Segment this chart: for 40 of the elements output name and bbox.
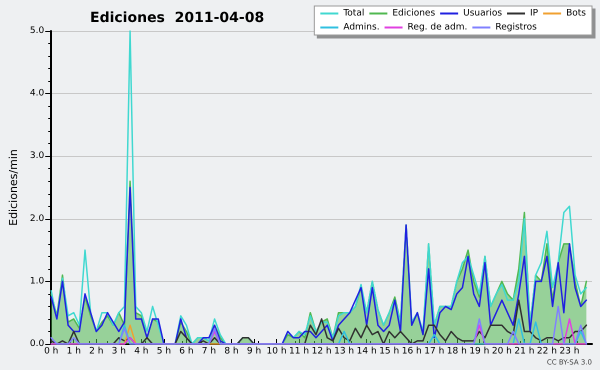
y-tick-label: 5.0 xyxy=(30,26,44,36)
x-tick-label: 20 h xyxy=(492,346,512,356)
x-tick-label: 1 h xyxy=(66,346,81,356)
y-tick-label: 3.0 xyxy=(30,151,44,162)
x-tick-label: 5 h xyxy=(156,346,172,356)
x-tick-label: 10 h xyxy=(266,346,287,356)
y-axis-title: Ediciones/min xyxy=(7,149,20,226)
y-tick-label: 2.0 xyxy=(30,214,44,224)
x-tick-label: 0 h xyxy=(44,346,58,356)
x-tick-label: 7 h xyxy=(202,346,216,356)
x-tick-label: 22 h xyxy=(536,346,557,356)
x-tick-label: 19 h xyxy=(469,346,490,356)
x-tick-label: 18 h xyxy=(446,346,467,356)
legend-label: Total xyxy=(342,8,364,18)
x-tick-label: 3 h xyxy=(112,346,126,356)
x-tick-label: 12 h xyxy=(312,346,332,356)
y-tick-label: 0.0 xyxy=(30,339,44,349)
legend-label: Admins. xyxy=(343,22,380,32)
x-tick-label: 11 h xyxy=(289,346,310,356)
legend-label: Ediciones xyxy=(392,8,436,18)
x-tick-label: 6 h xyxy=(179,346,194,356)
legend-label: Reg. de adm. xyxy=(408,22,468,32)
x-tick-label: 23 h xyxy=(559,346,580,356)
x-tick-label: 13 h xyxy=(334,346,354,356)
y-tick-label: 1.0 xyxy=(30,276,44,286)
x-tick-label: 9 h xyxy=(246,346,262,356)
legend-label: Bots xyxy=(566,8,586,18)
x-tick-label: 15 h xyxy=(379,346,400,356)
chart-title: Ediciones 2011-04-08 xyxy=(90,10,264,26)
x-tick-label: 8 h xyxy=(224,346,239,356)
x-tick-label: 14 h xyxy=(356,346,377,356)
legend-label: IP xyxy=(530,8,539,18)
legend-label: Usuarios xyxy=(463,8,502,18)
y-tick-label: 4.0 xyxy=(30,88,44,99)
x-tick-label: 16 h xyxy=(402,346,422,356)
x-tick-label: 4 h xyxy=(134,346,148,356)
x-tick-label: 17 h xyxy=(424,346,444,356)
x-tick-label: 2 h xyxy=(89,346,104,356)
legend-label: Registros xyxy=(495,22,538,32)
x-tick-label: 21 h xyxy=(514,346,534,356)
